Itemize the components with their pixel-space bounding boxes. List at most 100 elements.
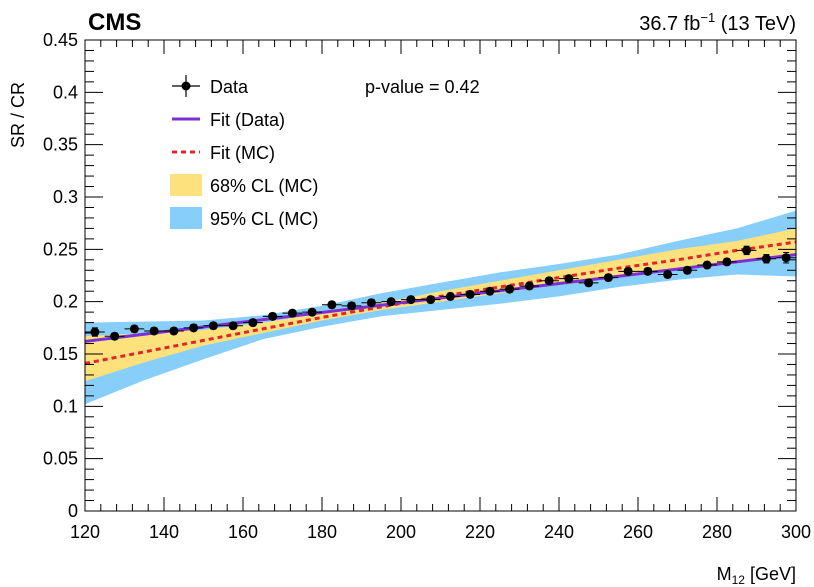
data-point: [677, 265, 698, 275]
data-point: [618, 266, 638, 276]
data-point: [203, 321, 224, 331]
data-point: [519, 281, 540, 291]
legend-entry-data: Data: [172, 75, 249, 97]
data-point-marker: [564, 274, 574, 284]
data-point-marker: [505, 284, 515, 294]
data-point: [223, 321, 243, 331]
x-axis-title-unit: [GeV]: [745, 564, 796, 584]
luminosity-label: 36.7 fb−1 (13 TeV): [639, 10, 796, 35]
data-point-marker: [366, 298, 376, 308]
data-point: [144, 326, 164, 336]
data-point: [499, 284, 520, 294]
y-tick-label: 0.3: [53, 187, 78, 207]
x-axis-title-main: M: [717, 564, 732, 584]
data-point: [243, 318, 263, 328]
data-point: [85, 327, 105, 337]
y-tick-label: 0: [68, 501, 78, 521]
data-point-marker: [347, 301, 357, 311]
y-axis-ticks: 0 0.05 0.1 0.15 0.2 0.25 0.3 0.35 0.4 0.45: [43, 30, 796, 521]
data-point-marker: [307, 307, 317, 317]
data-point: [124, 324, 145, 334]
data-point-marker: [90, 327, 100, 337]
data-point-marker: [781, 253, 791, 263]
data-point: [322, 300, 342, 310]
data-point-marker: [110, 331, 120, 341]
x-tick-label: 180: [307, 522, 337, 542]
x-tick-label: 200: [386, 522, 416, 542]
data-point-marker: [623, 266, 633, 276]
legend-label-fit-mc: Fit (MC): [210, 143, 275, 163]
plot-frame: [84, 39, 797, 512]
data-point-marker: [287, 308, 297, 318]
data-points: [85, 245, 796, 341]
legend-entry-fit-data: Fit (Data): [172, 110, 285, 130]
x-axis-ticks: 120 140 160 180 200 220 240 260 280 300: [70, 40, 811, 542]
band-68-cl: [85, 228, 796, 382]
data-point: [361, 298, 382, 308]
y-tick-label: 0.15: [43, 344, 78, 364]
data-point: [401, 295, 421, 305]
x-tick-label: 240: [544, 522, 574, 542]
data-point: [756, 254, 777, 264]
y-axis-title: SR / CR: [8, 82, 28, 148]
lumi-prefix: 36.7 fb: [639, 13, 700, 35]
data-point-marker: [208, 321, 218, 331]
x-tick-label: 120: [70, 522, 100, 542]
data-point-marker: [386, 297, 396, 307]
lumi-exponent: −1: [700, 10, 715, 25]
data-point: [164, 326, 184, 336]
legend: Data Fit (Data) Fit (MC) 68% CL (MC) 95%…: [170, 75, 318, 229]
data-point: [341, 301, 362, 311]
legend-entry-68cl: 68% CL (MC): [170, 174, 318, 196]
experiment-label: CMS: [88, 9, 141, 36]
data-point: [183, 323, 204, 333]
y-tick-label: 0.1: [53, 396, 78, 416]
data-point: [480, 286, 500, 296]
data-point-marker: [268, 311, 278, 321]
data-point: [697, 260, 717, 270]
y-tick-label: 0.2: [53, 292, 78, 312]
y-tick-label: 0.35: [43, 135, 78, 155]
data-point-marker: [189, 323, 199, 333]
data-point: [262, 311, 283, 321]
x-tick-label: 260: [623, 522, 653, 542]
y-tick-label: 0.05: [43, 449, 78, 469]
data-point-marker: [603, 273, 613, 283]
y-tick-label: 0.4: [53, 82, 78, 102]
data-point: [638, 266, 658, 276]
data-point: [717, 257, 737, 267]
x-tick-label: 280: [702, 522, 732, 542]
data-point-marker: [169, 326, 179, 336]
y-tick-label: 0.45: [43, 30, 78, 50]
data-point-marker: [584, 278, 594, 288]
legend-label-data: Data: [210, 77, 249, 97]
data-point-marker: [643, 266, 653, 276]
data-point-marker: [544, 276, 554, 286]
data-point-marker: [485, 286, 495, 296]
data-point-marker: [722, 257, 732, 267]
data-point-marker: [465, 289, 475, 299]
data-point-marker: [129, 324, 139, 334]
data-point: [420, 295, 441, 305]
legend-entry-95cl: 95% CL (MC): [170, 207, 318, 229]
data-point: [559, 274, 579, 284]
p-value-label: p-value = 0.42: [365, 77, 480, 97]
data-point-marker: [406, 295, 416, 305]
data-point: [302, 307, 322, 317]
data-point-marker: [761, 254, 771, 264]
data-point: [282, 308, 303, 318]
confidence-bands: [85, 210, 796, 405]
fit-data-line: [84, 253, 797, 343]
data-point: [460, 289, 480, 299]
data-point-marker: [426, 295, 436, 305]
data-point-marker: [248, 318, 258, 328]
x-tick-label: 140: [149, 522, 179, 542]
legend-data-marker: [181, 81, 191, 91]
data-point-marker: [445, 291, 455, 301]
x-tick-label: 160: [228, 522, 258, 542]
x-axis-title: M12 [GeV]: [717, 564, 796, 587]
x-axis-title-sub: 12: [732, 573, 746, 587]
x-tick-label: 220: [465, 522, 495, 542]
data-point: [578, 278, 599, 288]
